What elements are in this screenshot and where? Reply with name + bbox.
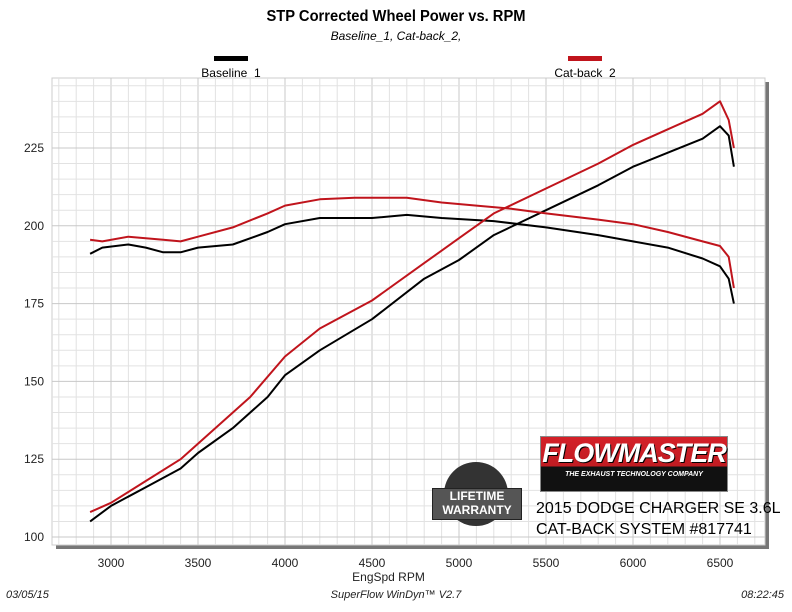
series-line-baseline-1-power-rise <box>89 125 735 523</box>
chart-title: STP Corrected Wheel Power vs. RPM <box>266 8 526 25</box>
x-tick-label: 3500 <box>185 556 212 570</box>
x-axis-label: EngSpd RPM <box>352 570 425 584</box>
y-tick-label: 100 <box>24 530 44 544</box>
legend-swatch-catback <box>568 56 602 61</box>
x-tick-label: 4500 <box>359 556 386 570</box>
y-tick-label: 200 <box>24 219 44 233</box>
series-line-cat-back-2-flat <box>89 196 735 289</box>
vehicle-line-2: CAT-BACK SYSTEM #817741 <box>536 521 752 538</box>
warranty-badge: LIFETIME WARRANTY <box>432 462 522 526</box>
legend-swatch-baseline <box>214 56 248 61</box>
footer-software: SuperFlow WinDyn™ V2.7 <box>330 589 462 601</box>
vehicle-line-1: 2015 DODGE CHARGER SE 3.6L <box>536 500 781 517</box>
series-line-cat-back-2-power-rise <box>89 100 735 514</box>
legend-label-catback: Cat-back_2 <box>554 66 616 80</box>
chart-subtitle: Baseline_1, Cat-back_2, <box>330 29 462 43</box>
y-tick-label: 175 <box>24 297 44 311</box>
flowmaster-logo: FLOWMASTER THE EXHAUST TECHNOLOGY COMPAN… <box>540 436 728 492</box>
x-tick-label: 5000 <box>446 556 473 570</box>
footer-time: 08:22:45 <box>741 589 784 601</box>
legend-label-baseline: Baseline_1 <box>201 66 261 80</box>
y-tick-label: 150 <box>24 374 44 388</box>
y-tick-label: 125 <box>24 452 44 466</box>
vehicle-caption: 2015 DODGE CHARGER SE 3.6L CAT-BACK SYST… <box>536 498 781 540</box>
x-tick-label: 4000 <box>272 556 299 570</box>
x-tick-label: 5500 <box>533 556 560 570</box>
series-line-baseline-1-flat <box>89 213 735 304</box>
footer-date: 03/05/15 <box>6 589 49 601</box>
x-tick-label: 6500 <box>707 556 734 570</box>
x-tick-label: 6000 <box>620 556 647 570</box>
x-tick-label: 3000 <box>98 556 125 570</box>
y-tick-label: 225 <box>24 141 44 155</box>
